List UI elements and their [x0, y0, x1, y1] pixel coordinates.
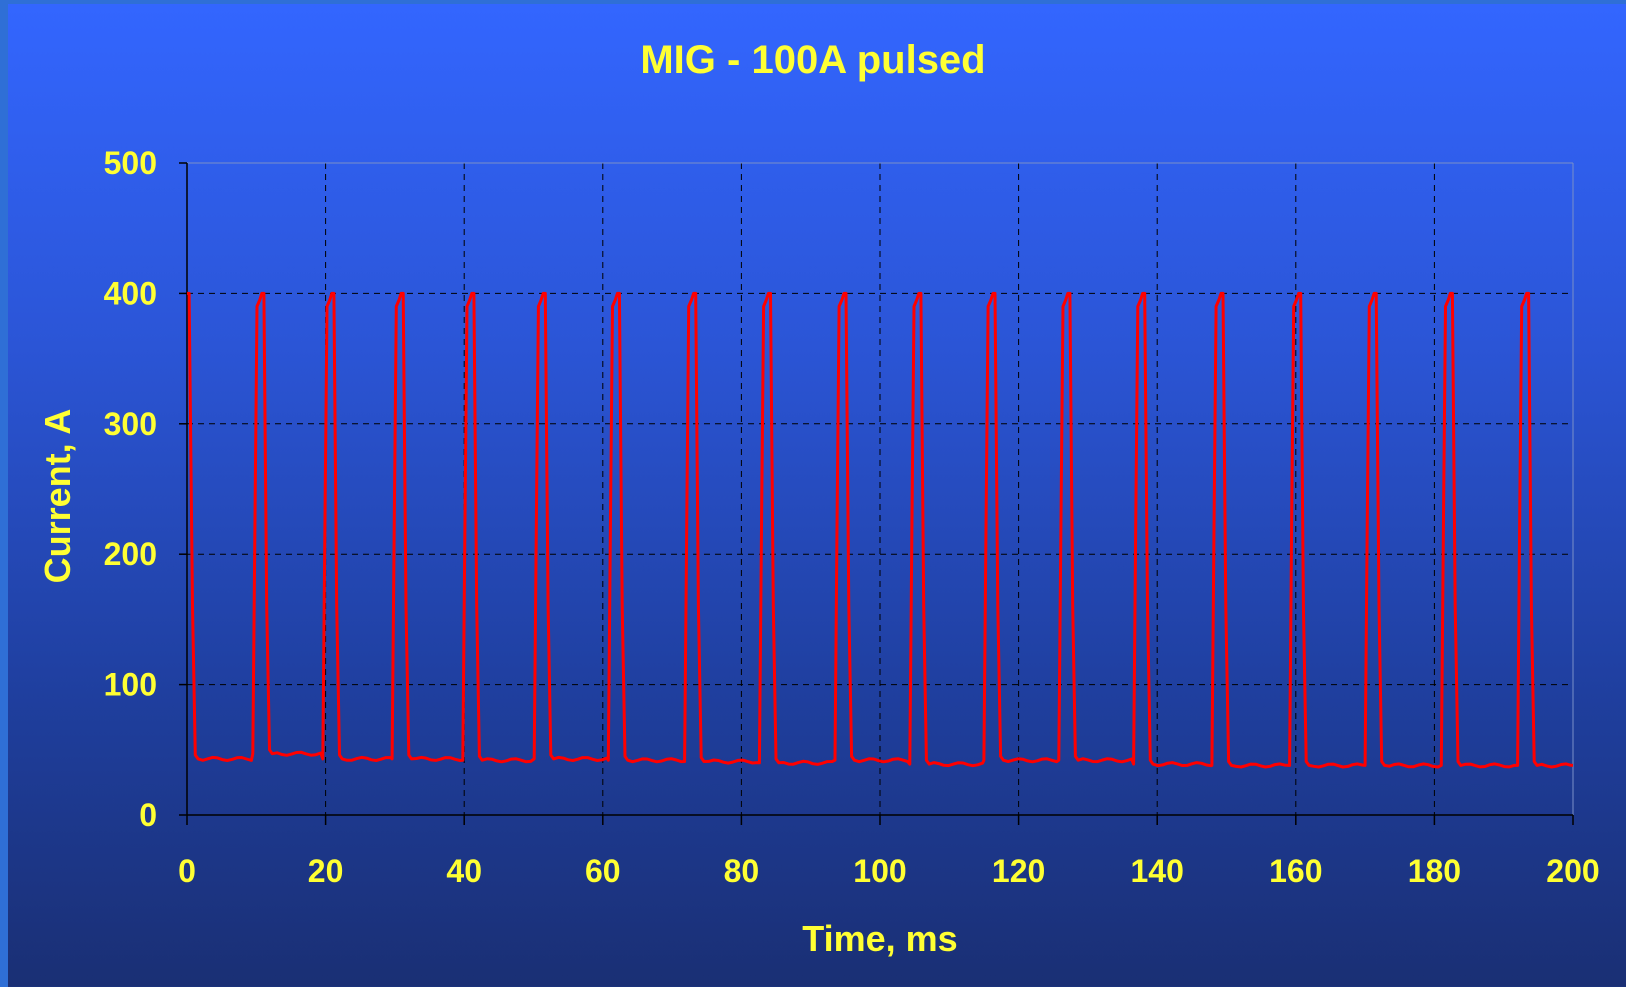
x-axis-label: Time, ms: [802, 918, 958, 959]
y-tick-label: 200: [104, 536, 157, 572]
x-tick-label: 200: [1546, 853, 1599, 889]
y-tick-label: 500: [104, 145, 157, 181]
tick-labels: 0 100 200 300 400 500 0 20 40 60 80 100 120 140 160 180…: [104, 145, 1600, 889]
x-tick-label: 120: [992, 853, 1045, 889]
x-tick-label: 20: [308, 853, 344, 889]
x-tick-label: 60: [585, 853, 621, 889]
axes: [179, 162, 1574, 825]
y-tick-label: 0: [139, 797, 157, 833]
x-tick-label: 0: [178, 853, 196, 889]
y-tick-label: 300: [104, 406, 157, 442]
x-tick-label: 140: [1131, 853, 1184, 889]
x-tick-label: 160: [1269, 853, 1322, 889]
y-tick-label: 400: [104, 275, 157, 311]
series-line: [187, 291, 1574, 769]
x-tick-label: 40: [446, 853, 482, 889]
series-group: [187, 291, 1574, 769]
x-tick-label: 180: [1408, 853, 1461, 889]
x-tick-label: 80: [724, 853, 760, 889]
chart-title: MIG - 100A pulsed: [640, 38, 986, 82]
y-tick-label: 100: [104, 667, 157, 703]
x-tick-label: 100: [853, 853, 906, 889]
